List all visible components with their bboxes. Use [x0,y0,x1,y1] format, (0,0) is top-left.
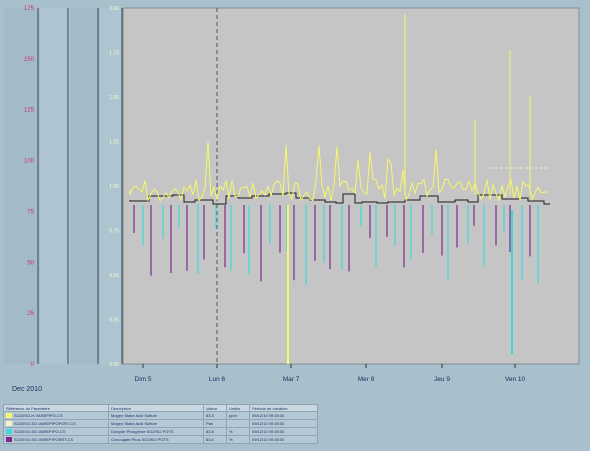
x-tick-label: Ven 10 [505,376,526,383]
axis-band [4,8,40,364]
legend-value: 83.3 [203,411,227,420]
axis-band [100,8,124,364]
legend-ref: SO2/ISO-SO-VAREPIPO-CS [3,427,109,436]
left-axis-tick: 100 [24,159,35,165]
legend-row[interactable]: SO2/ISO-H-VAREPIPO-CS Mogen Stake Acid Su… [3,411,318,420]
right-axis-tick: 1.25 [109,140,119,146]
legend-value: 83.0 [203,435,227,444]
x-tick-label: Mar 7 [283,376,300,383]
legend-ref: SO2/ISO-SO-VAREPIPOSRT-CS [3,435,109,444]
left-axis-tick: 0 [31,362,35,368]
legend-desc: Mogen Stake Acid Sulfure [108,411,204,420]
legend-desc: Mogen Stake Acid Sulfure [108,419,204,428]
legend-header-period[interactable]: Période de variation [249,404,318,412]
legend-ref-text: SO2/ISO-SO-VAREPIPOPSRT-CS [14,420,76,426]
right-axis-tick: 0.75 [109,229,119,235]
legend-header-value[interactable]: Valeur [203,404,227,412]
axis-band [70,8,100,364]
legend-value: Pas [203,419,227,428]
legend-desc: Concugate Phos SO2/SO POTS [108,435,204,444]
legend-unit: % [226,427,250,436]
right-axis-tick: 1.50 [109,95,119,101]
left-axis-tick: 75 [27,209,34,215]
legend-period-text: 09/12/10 09:35:00 [252,429,285,434]
legend-desc-text: Mogen Stake Acid Sulfure [111,421,158,426]
legend-period-text: 09/12/10 09:35:00 [252,413,285,418]
legend-unit [226,419,250,428]
legend-ref-text: SO2/ISO-H-VAREPIPO-CS [14,412,63,418]
series-yellow[interactable] [129,141,548,203]
x-tick-label: Lun 6 [209,376,226,383]
x-tick-label: Jeu 9 [434,376,450,383]
legend-swatch [6,413,12,419]
legend-unit-text: ppm [229,413,237,418]
legend-period: 09/12/10 09:35:00 [249,419,318,428]
legend-ref-text: SO2/ISO-SO-VAREPIPO-CS [14,428,66,434]
legend-ref-text: SO2/ISO-SO-VAREPIPOSRT-CS [14,436,74,442]
legend-row[interactable]: SO2/ISO-SO-VAREPIPOPSRT-CS Mogen Stake Ac… [3,419,318,428]
legend-header-ref[interactable]: Référence du Paramètre [3,404,109,412]
legend-unit-text: % [229,437,233,442]
legend-value-text: 83.8 [206,429,214,434]
legend-swatch [6,437,12,443]
series-step-black[interactable] [129,192,550,205]
right-axis-tick: 0.25 [109,318,119,324]
right-axis-tick: 0.00 [109,362,119,368]
legend-table[interactable]: Référence du Paramètre Description Valeu… [3,404,318,444]
legend-desc-text: Concugate Phos SO2/SO POTS [111,437,169,442]
x-tick-label: Mer 8 [358,376,375,383]
right-axis-tick: 1.75 [109,51,119,57]
legend-period: 09/12/10 09:35:00 [249,411,318,420]
right-axis-tick: 1.00 [109,184,119,190]
legend-value-text: Pas [206,421,213,426]
right-axis-tick: 2.00 [109,6,119,12]
legend-ref: SO2/ISO-SO-VAREPIPOPSRT-CS [3,419,109,428]
legend-unit: % [226,435,250,444]
left-axis-tick: 175 [24,6,35,12]
legend-desc-text: Mogen Stake Acid Sulfure [111,413,158,418]
legend-ref: SO2/ISO-H-VAREPIPO-CS [3,411,109,420]
legend-period: 09/12/10 09:35:00 [249,427,318,436]
legend-unit: ppm [226,411,250,420]
right-axis-tick: 0.50 [109,273,119,279]
legend-value: 83.8 [203,427,227,436]
period-label: Dec 2010 [12,386,42,393]
trend-chart: 175 150 125 100 75 50 25 0 2.00 1.75 1.50 1.25 1.00 0… [4,6,580,383]
left-axis-tick: 150 [24,57,35,63]
legend-row[interactable]: SO2/ISO-SO-VAREPIPOSRT-CS Concugate Phos … [3,435,318,444]
legend-period: 09/12/10 09:35:00 [249,435,318,444]
left-axis-tick: 50 [27,260,34,266]
left-axis-tick: 25 [27,311,34,317]
legend-swatch [6,421,12,427]
legend-period-text: 09/12/10 09:35:00 [252,421,285,426]
left-axis-tick: 125 [24,108,35,114]
legend-period-text: 09/12/10 09:35:00 [252,437,285,442]
legend-row[interactable]: SO2/ISO-SO-VAREPIPO-CS Dioxyde Phosphine … [3,427,318,436]
legend-value-text: 83.0 [206,437,214,442]
legend-desc: Dioxyde Phosphine SO2/SO POTS [108,427,204,436]
x-tick-label: Dim 5 [135,376,152,383]
legend-unit-text: % [229,429,233,434]
legend-header-row: Référence du Paramètre Description Valeu… [3,404,318,412]
legend-value-text: 83.3 [206,413,214,418]
plot-area[interactable] [122,7,580,365]
legend-swatch [6,429,12,435]
legend-header-unit[interactable]: Unités [226,404,250,412]
legend-header-desc[interactable]: Description [108,404,204,412]
legend-desc-text: Dioxyde Phosphine SO2/SO POTS [111,429,174,434]
axis-band [40,8,70,364]
